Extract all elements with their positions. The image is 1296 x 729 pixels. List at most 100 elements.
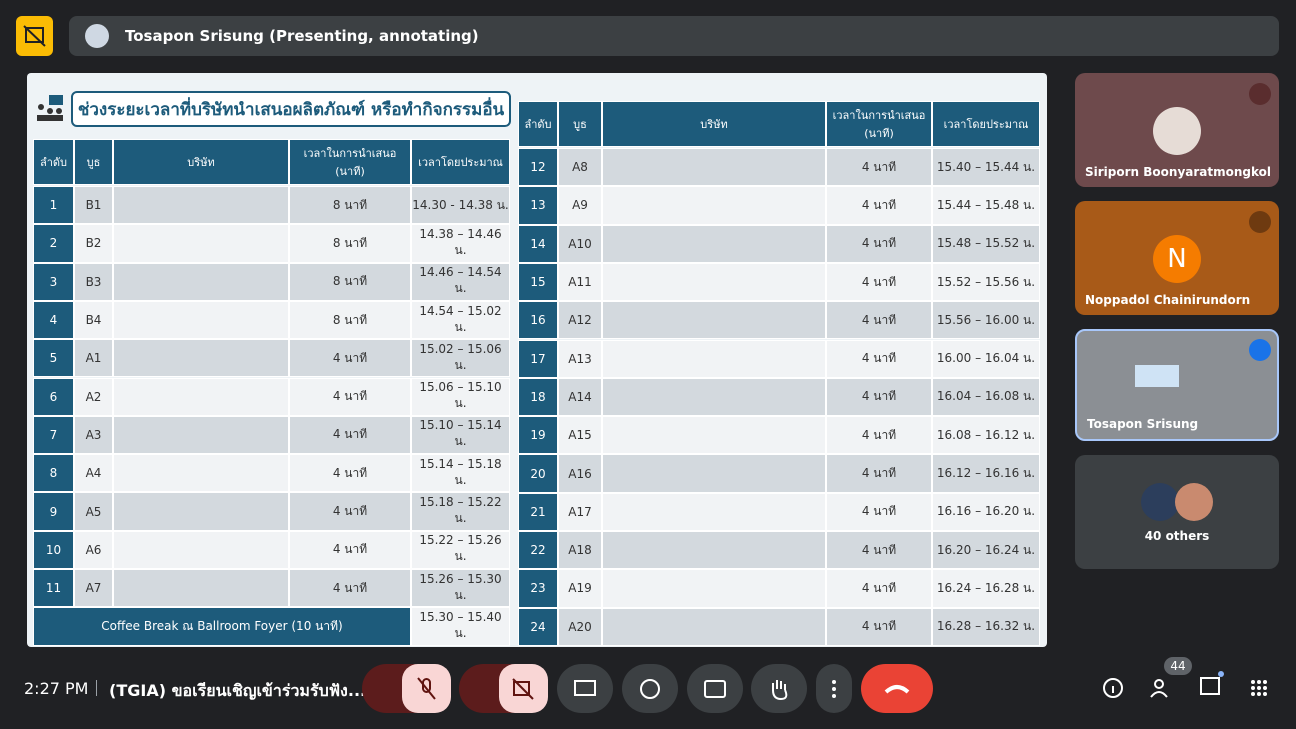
participant-tile[interactable]: Tosapon Srisung — [1075, 329, 1279, 441]
duration: 4 นาที — [289, 377, 411, 416]
time-range: 15.48 – 15.52 น. — [932, 224, 1040, 263]
booth: A12 — [558, 301, 602, 340]
booth: A18 — [558, 531, 602, 570]
header-cell: บริษัท — [602, 101, 826, 147]
participant-name: Siriporn Boonyaratmongkol — [1085, 165, 1272, 179]
present-button[interactable] — [557, 664, 613, 713]
mic-toggle[interactable] — [402, 664, 451, 713]
header-cell: เวลาในการนำเสนอ (นาที) — [826, 101, 932, 147]
row-number: 2 — [33, 224, 74, 263]
audio-options[interactable] — [362, 664, 451, 713]
booth: A15 — [558, 416, 602, 455]
company — [602, 339, 826, 378]
company — [113, 454, 289, 493]
row-number: 4 — [33, 300, 74, 340]
leave-call[interactable] — [861, 664, 933, 713]
camera-toggle[interactable] — [499, 664, 548, 713]
chat-button[interactable] — [1199, 670, 1225, 700]
time-range: 15.10 – 15.14 น. — [411, 415, 510, 455]
participant-tile[interactable]: N Noppadol Chainirundorn — [1075, 201, 1279, 315]
booth: A3 — [74, 415, 113, 455]
participant-count: 44 — [1164, 657, 1192, 675]
company — [113, 300, 289, 340]
people-button[interactable] — [1150, 677, 1174, 699]
header-cell: ลำดับ — [518, 101, 558, 147]
activities-button[interactable] — [1250, 679, 1268, 697]
company — [113, 262, 289, 301]
booth: A11 — [558, 262, 602, 302]
company — [113, 569, 289, 608]
company — [602, 186, 826, 225]
company — [602, 224, 826, 263]
time-range: 16.08 – 16.12 น. — [932, 416, 1040, 455]
duration: 4 นาที — [289, 454, 411, 493]
duration: 4 นาที — [826, 262, 932, 302]
info-button[interactable] — [1102, 677, 1124, 699]
speaking-icon — [1249, 339, 1271, 361]
participant-tile[interactable]: Siriporn Boonyaratmongkol — [1075, 73, 1279, 187]
others-tile[interactable]: 40 others — [1075, 455, 1279, 569]
presenter-name: Tosapon Srisung (Presenting, annotating) — [125, 27, 479, 45]
header-cell: บูธ — [558, 101, 602, 147]
duration: 4 นาที — [289, 530, 411, 569]
presenter-avatar — [85, 24, 109, 48]
video-options[interactable] — [459, 664, 548, 713]
time-range: 15.14 – 15.18 น. — [411, 454, 510, 493]
time-range: 15.56 – 16.00 น. — [932, 301, 1040, 340]
duration: 4 นาที — [826, 454, 932, 493]
break-time: 15.30 – 15.40 น. — [411, 607, 510, 646]
meeting-title: (TGIA) ขอเรียนเชิญเข้าร่วมรับฟัง... — [109, 681, 367, 700]
company — [602, 607, 826, 646]
captions-button[interactable] — [687, 664, 743, 713]
company — [602, 454, 826, 493]
booth: A2 — [74, 377, 113, 416]
icon — [884, 684, 910, 694]
row-number: 21 — [518, 492, 558, 531]
booth: A14 — [558, 377, 602, 417]
row-number: 20 — [518, 454, 558, 493]
header-cell: บูธ — [74, 139, 113, 185]
duration: 4 นาที — [826, 569, 932, 608]
more-options[interactable] — [816, 664, 852, 713]
company — [113, 377, 289, 416]
booth: A5 — [74, 492, 113, 531]
avatar: N — [1153, 235, 1201, 283]
duration: 4 นาที — [826, 607, 932, 646]
booth: B2 — [74, 224, 113, 263]
duration: 4 นาที — [826, 301, 932, 340]
muted-icon — [1249, 83, 1271, 105]
booth: A9 — [558, 186, 602, 225]
row-number: 23 — [518, 569, 558, 608]
company — [602, 416, 826, 455]
emoji-button[interactable] — [622, 664, 678, 713]
raise-hand-button[interactable] — [751, 664, 807, 713]
company — [602, 531, 826, 570]
time-range: 14.30 - 14.38 น. — [411, 186, 510, 225]
booth: A19 — [558, 569, 602, 608]
row-number: 7 — [33, 415, 74, 455]
time-range: 15.52 – 15.56 น. — [932, 262, 1040, 302]
row-number: 15 — [518, 262, 558, 302]
captions-toggle[interactable] — [16, 16, 53, 56]
row-number: 1 — [33, 186, 74, 225]
slide-icon — [37, 95, 63, 121]
booth: A8 — [558, 148, 602, 187]
clock: 2:27 PM — [24, 679, 89, 698]
booth: A4 — [74, 454, 113, 493]
row-number: 19 — [518, 416, 558, 455]
duration: 8 นาที — [289, 224, 411, 263]
avatar — [1153, 107, 1201, 155]
company — [113, 415, 289, 455]
presenter-bar: Tosapon Srisung (Presenting, annotating) — [69, 16, 1279, 56]
duration: 8 นาที — [289, 186, 411, 225]
slide-title: ช่วงระยะเวลาที่บริษัทนำเสนอผลิตภัณฑ์ หรื… — [71, 91, 511, 127]
company — [602, 377, 826, 417]
time-range: 15.44 – 15.48 น. — [932, 186, 1040, 225]
icon — [704, 679, 726, 698]
company — [113, 339, 289, 378]
time-range: 15.18 – 15.22 น. — [411, 492, 510, 531]
time-range: 15.26 – 15.30 น. — [411, 569, 510, 608]
row-number: 16 — [518, 301, 558, 340]
company — [113, 530, 289, 569]
row-number: 6 — [33, 377, 74, 416]
